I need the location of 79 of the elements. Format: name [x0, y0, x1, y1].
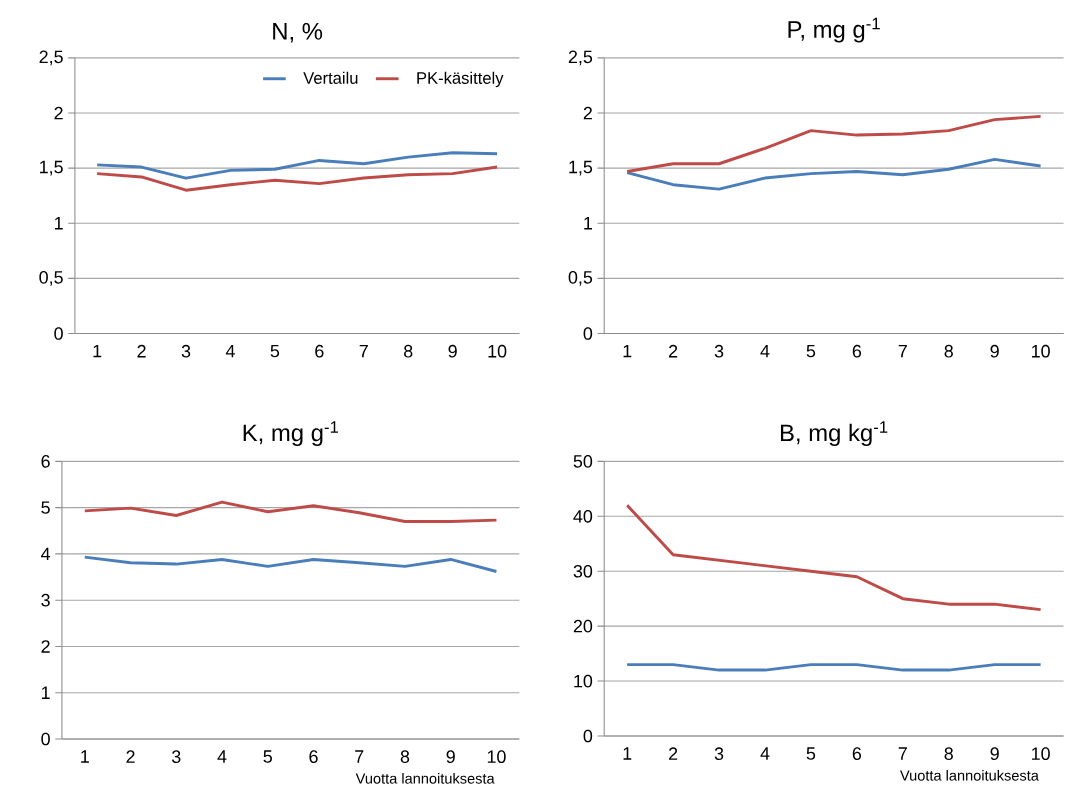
y-tick-label: 3: [41, 593, 50, 607]
x-tick-label: 8: [400, 750, 410, 764]
chart-title: B, mg kg$^{-1}$: [780, 421, 888, 447]
y-tick-label: 1,5: [40, 160, 63, 176]
x-tick-label: 5: [270, 344, 280, 358]
x-tick-label: 7: [359, 344, 368, 358]
x-tick-label: 6: [852, 344, 862, 358]
x-tick-label: 5: [806, 747, 816, 760]
x-tick-label: 3: [714, 747, 724, 761]
y-tick-label: 0: [583, 327, 593, 340]
x-tick-label: 10: [488, 344, 507, 358]
x-tick-label: 2: [669, 344, 678, 358]
x-tick-label: 10: [487, 750, 506, 764]
y-tick-label: 4: [41, 547, 51, 561]
x-tick-label: 3: [171, 750, 181, 764]
x-tick-label: 2: [137, 344, 146, 358]
x-tick-label: 3: [181, 344, 191, 358]
x-tick-label: 1: [623, 344, 632, 358]
x-tick-label: 1: [623, 747, 632, 760]
y-tick-label: 1: [54, 217, 63, 230]
y-tick-label: 2: [41, 640, 50, 653]
x-tick-label: 6: [315, 344, 324, 358]
x-tick-label: 7: [898, 747, 907, 760]
x-tick-label: 8: [944, 344, 953, 358]
line-series: [83, 555, 498, 573]
y-tick-label: 0: [41, 732, 50, 746]
x-tick-label: 4: [760, 747, 770, 760]
y-tick-label: 0: [583, 729, 593, 743]
x-tick-label: 6: [309, 750, 318, 764]
x-tick-label: 1: [93, 344, 102, 358]
y-tick-label: 5: [41, 501, 50, 514]
y-tick-label: 1: [584, 217, 592, 230]
y-tick-label: 2: [583, 106, 592, 120]
chart-title: N, %: [273, 23, 323, 43]
x-axis-title: Vuotta lannoituksesta: [900, 770, 1039, 781]
y-tick-label: 0: [54, 327, 63, 340]
line-series: [95, 165, 499, 192]
x-tick-label: 8: [404, 344, 413, 358]
y-tick-label: 2,5: [568, 50, 593, 66]
y-tick-label: 50: [573, 455, 593, 468]
x-axis-title: Vuotta lannoituksesta: [355, 773, 495, 784]
line-series: [625, 114, 1043, 173]
x-tick-label: 4: [217, 750, 227, 763]
x-tick-label: 9: [446, 750, 455, 764]
x-tick-label: 7: [355, 750, 364, 763]
x-tick-label: 8: [944, 747, 953, 761]
y-tick-label: 20: [573, 619, 593, 633]
x-tick-label: 9: [990, 747, 999, 761]
y-tick-label: 40: [573, 510, 593, 523]
y-tick-label: 0,5: [568, 271, 593, 286]
y-tick-label: 10: [574, 674, 593, 688]
x-tick-label: 6: [852, 747, 862, 761]
chart-title: P, mg g$^{-1}$: [788, 17, 880, 43]
x-tick-label: 5: [806, 344, 816, 358]
y-tick-label: 2,5: [39, 50, 63, 66]
y-tick-label: 1: [42, 686, 50, 699]
x-tick-label: 2: [669, 747, 678, 760]
y-tick-label: 0,5: [39, 271, 63, 286]
legend-label: PK-käsittely: [417, 71, 504, 88]
y-tick-label: 1,5: [569, 160, 593, 176]
x-tick-label: 10: [1032, 747, 1050, 761]
line-series: [95, 151, 499, 180]
legend-label: Vertailu: [303, 71, 358, 84]
x-tick-label: 7: [898, 344, 907, 358]
line-series: [83, 500, 498, 524]
x-tick-label: 4: [225, 344, 235, 358]
line-series: [625, 157, 1043, 191]
x-tick-label: 2: [126, 750, 135, 763]
x-tick-label: 10: [1032, 344, 1050, 358]
x-tick-label: 5: [263, 750, 272, 763]
x-tick-label: 1: [81, 750, 89, 763]
y-tick-label: 6: [41, 455, 50, 468]
y-tick-label: 2: [54, 106, 63, 120]
x-tick-label: 9: [448, 344, 457, 358]
x-tick-label: 9: [990, 344, 999, 358]
x-tick-label: 3: [714, 344, 724, 358]
y-tick-label: 30: [573, 564, 593, 578]
x-tick-label: 4: [760, 344, 770, 358]
chart-title: K, mg g$^{-1}$: [243, 421, 339, 447]
